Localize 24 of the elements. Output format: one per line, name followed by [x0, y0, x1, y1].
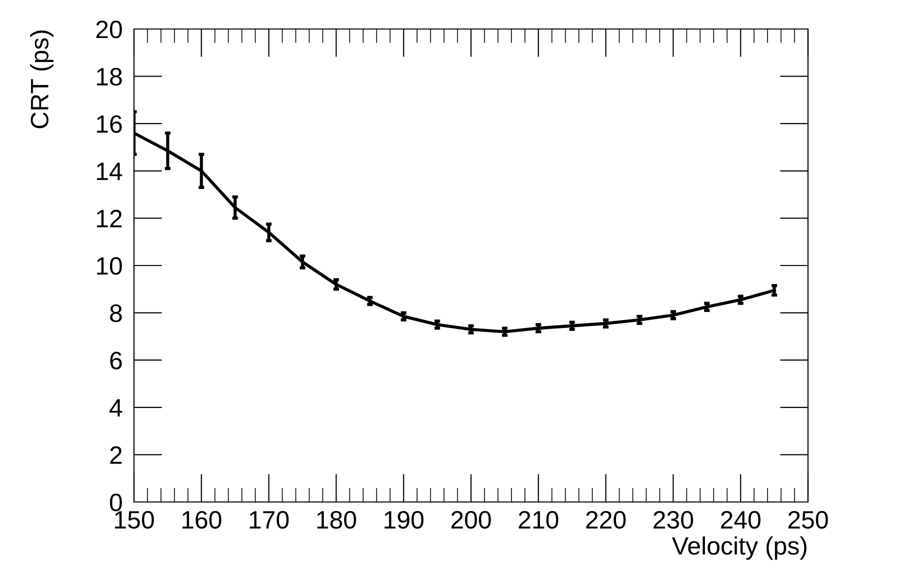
- x-tick-label: 200: [451, 510, 491, 529]
- x-tick-label: 230: [654, 510, 694, 529]
- x-tick-label: 210: [518, 510, 558, 529]
- y-tick-label: 18: [96, 68, 122, 86]
- x-tick-label: 160: [182, 510, 222, 529]
- x-tick-label: 240: [721, 510, 760, 529]
- y-tick-label: 12: [96, 210, 122, 228]
- x-tick-label: 190: [384, 510, 424, 529]
- y-tick-label: 16: [96, 115, 122, 133]
- y-tick-label: 14: [96, 162, 122, 180]
- y-tick-label: 20: [96, 20, 122, 38]
- y-tick-label: 6: [110, 352, 122, 370]
- y-tick-label: 0: [110, 494, 122, 512]
- x-axis-title: Velocity (ps): [672, 536, 806, 560]
- y-tick-label: 2: [110, 446, 122, 464]
- x-tick-label: 220: [586, 510, 626, 529]
- x-tick-label: 150: [115, 510, 154, 529]
- y-tick-label: 8: [110, 304, 122, 322]
- x-tick-label: 170: [250, 510, 289, 529]
- y-tick-label: 10: [96, 257, 122, 275]
- y-axis-title: CRT (ps): [30, 30, 54, 128]
- y-tick-label: 4: [110, 399, 122, 416]
- x-tick-label: 250: [788, 510, 828, 529]
- x-tick-label: 180: [317, 510, 356, 529]
